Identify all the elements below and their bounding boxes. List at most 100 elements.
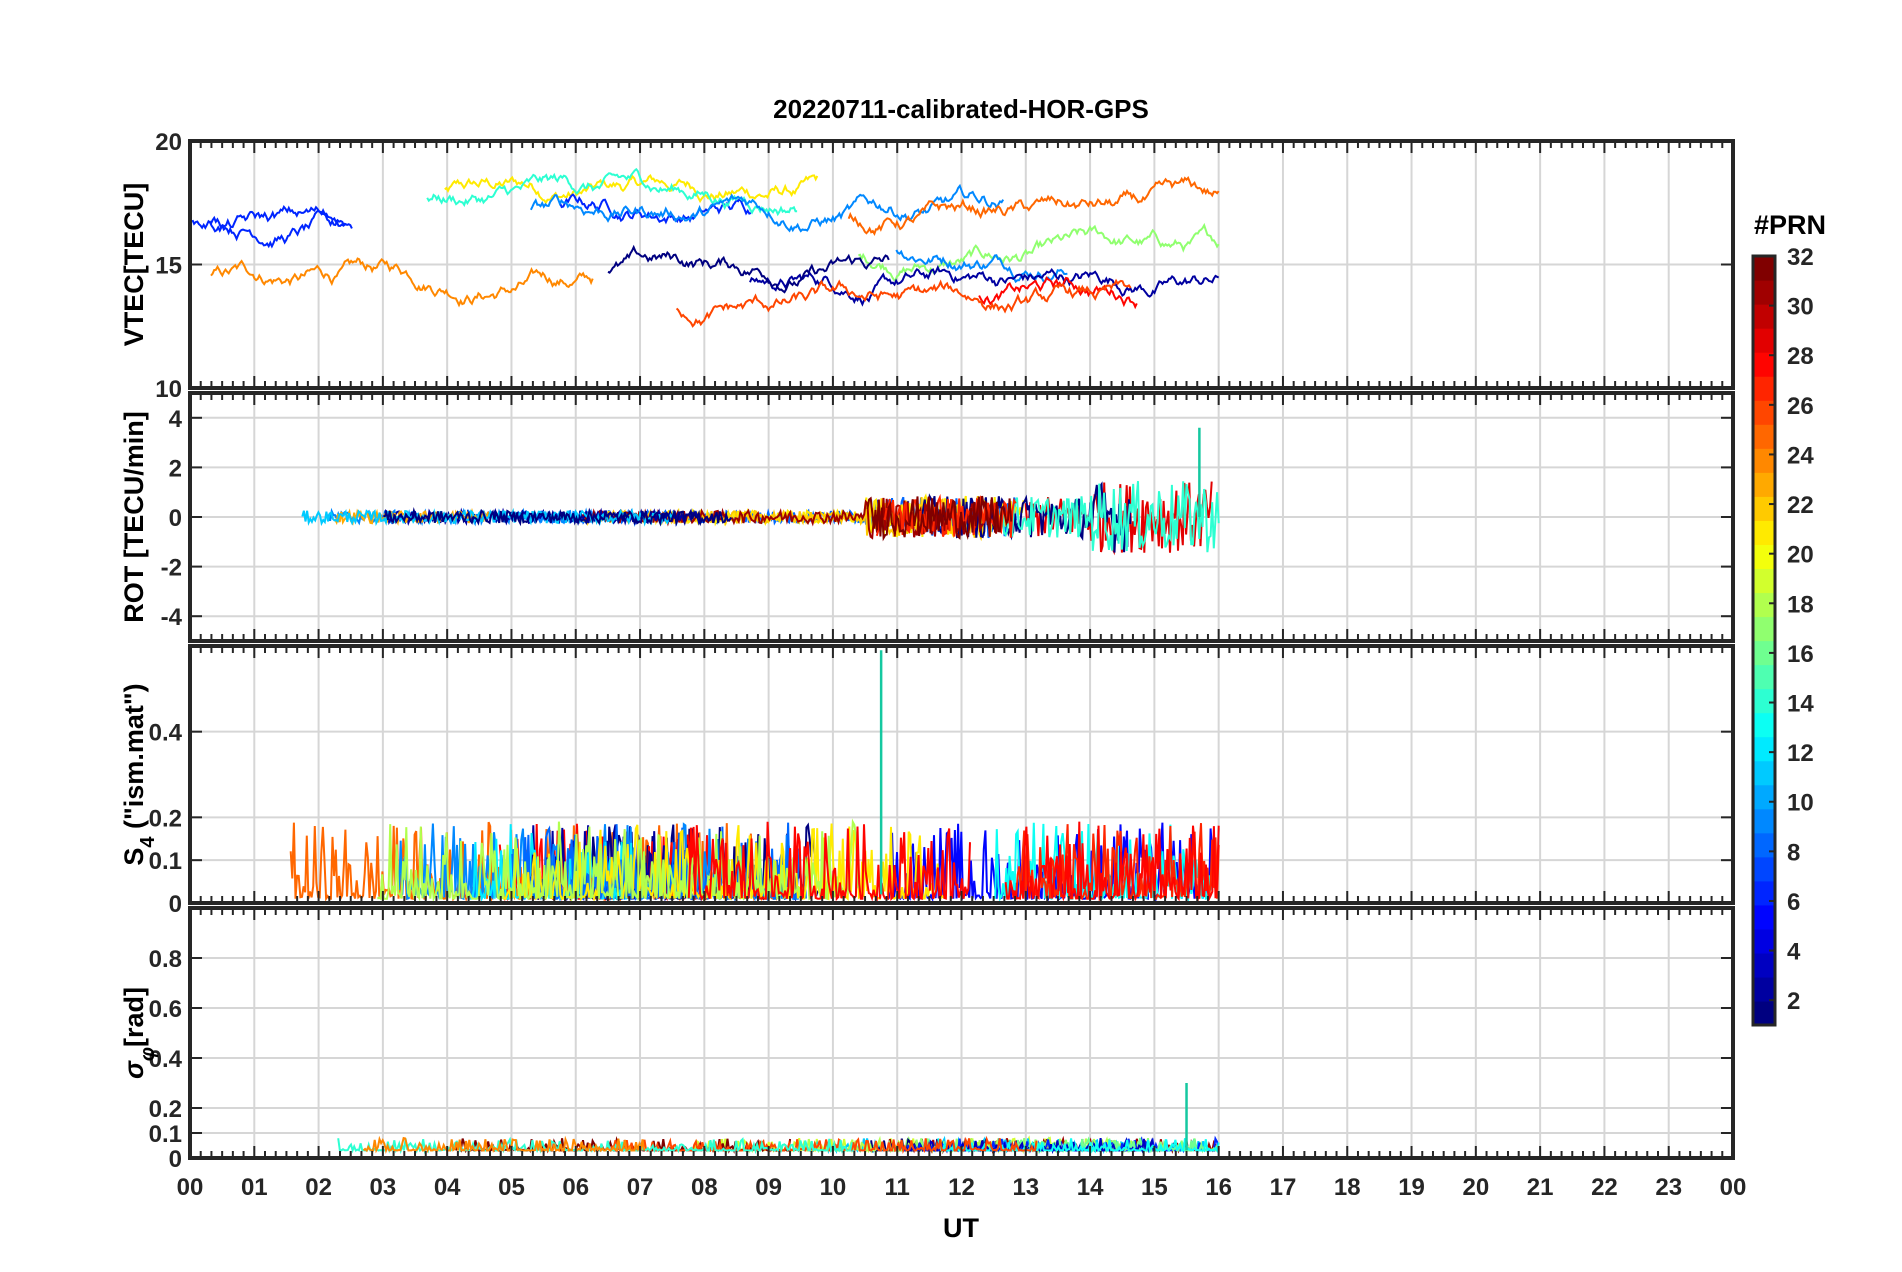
chart-title: 20220711-calibrated-HOR-GPS — [773, 94, 1149, 124]
colorbar-band — [1753, 376, 1775, 401]
colorbar-band — [1753, 904, 1775, 930]
series-line-prn — [383, 507, 732, 527]
colorbar-band — [1753, 328, 1775, 353]
colorbar-tick-label: 14 — [1787, 691, 1814, 718]
colorbar-band — [1753, 832, 1775, 858]
x-tick-label: 07 — [627, 1174, 654, 1201]
series-line-prn — [444, 174, 819, 205]
colorbar-band — [1753, 448, 1775, 473]
colorbar-band — [1753, 736, 1775, 762]
colorbar-band — [1753, 712, 1775, 738]
colorbar-tick-label: 26 — [1787, 393, 1814, 420]
series-line-prn — [687, 821, 971, 902]
y-axis-label-vtec: VTEC[TECU] — [119, 183, 149, 347]
colorbar-band — [1753, 592, 1775, 618]
series-rot — [301, 427, 1220, 556]
series-line-prn — [208, 207, 353, 249]
colorbar-band — [1753, 304, 1775, 329]
ticks-sigma_phi: 00.10.2 0.4 0.6 0.8 — [149, 908, 1734, 1173]
x-tick-label: 11 — [885, 1174, 910, 1201]
x-tick-label: 03 — [370, 1174, 397, 1201]
y-tick-label: 0.1 — [149, 848, 182, 875]
series-line-prn — [210, 257, 594, 308]
y-tick-label: 4 — [169, 406, 183, 433]
y-tick-label: 0.4 — [149, 1046, 183, 1073]
y-tick-label: 0.4 — [149, 720, 183, 747]
series-line-prn — [301, 507, 675, 527]
series-s4 — [289, 650, 1220, 903]
series-line-prn — [1001, 481, 1220, 553]
colorbar-band — [1753, 880, 1775, 906]
colorbar-tick-label: 12 — [1787, 740, 1814, 767]
colorbar-band — [1753, 1000, 1775, 1026]
series-line-prn — [749, 265, 1220, 307]
series-line-prn — [875, 493, 1017, 538]
colorbar-band — [1753, 568, 1775, 594]
colorbar-band — [1753, 496, 1775, 521]
colorbar-tick-label: 28 — [1787, 343, 1814, 370]
x-tick-label: 18 — [1334, 1174, 1361, 1201]
panel-rot: -4 -2 0 2 4 ROT [TECU/min] — [119, 391, 1735, 643]
colorbar-tick-label: 20 — [1787, 542, 1814, 569]
x-tick-label: 21 — [1527, 1174, 1554, 1201]
colorbar-band — [1753, 520, 1775, 545]
colorbar-tick-label: 6 — [1787, 889, 1800, 916]
colorbar-band — [1753, 280, 1775, 305]
series-line-prn — [675, 278, 1132, 328]
colorbar-band — [1753, 664, 1775, 690]
x-tick-label: 04 — [434, 1174, 461, 1201]
x-tick-label: 22 — [1591, 1174, 1618, 1201]
x-tick-label: 09 — [755, 1174, 782, 1201]
y-tick-label: 0 — [169, 891, 182, 918]
colorbar-tick-label: 18 — [1787, 591, 1814, 618]
x-tick-label: 23 — [1655, 1174, 1682, 1201]
colorbar-tick-label: 22 — [1787, 492, 1814, 519]
panel-s4: 0 0.1 0.2 0.4S4 ("ism.mat") — [119, 644, 1735, 918]
y-tick-label: 15 — [155, 253, 182, 280]
x-tick-label: 00 — [1720, 1174, 1747, 1201]
y-axis-label-s4: S4 ("ism.mat") — [119, 683, 159, 865]
colorbar-tick-label: 4 — [1787, 939, 1801, 966]
x-tick-label: 02 — [305, 1174, 332, 1201]
x-tick-label: 08 — [691, 1174, 718, 1201]
series-line-prn — [191, 205, 346, 233]
series-line-prn — [559, 193, 752, 225]
colorbar-band — [1753, 784, 1775, 810]
x-tick-label: 20 — [1462, 1174, 1489, 1201]
colorbar-tick-label: 10 — [1787, 790, 1814, 817]
ticks-vtec: 10 15 20 — [155, 129, 1734, 403]
series-sigma_phi — [337, 1083, 1220, 1155]
colorbar-band — [1753, 952, 1775, 978]
x-tick-label: 05 — [498, 1174, 525, 1201]
x-tick-label: 17 — [1270, 1174, 1297, 1201]
colorbar-band — [1753, 688, 1775, 714]
colorbar-band — [1753, 616, 1775, 642]
colorbar-label: #PRN — [1754, 210, 1826, 240]
y-tick-label: 0.1 — [149, 1121, 182, 1148]
x-tick-label: 12 — [948, 1174, 975, 1201]
colorbar-band — [1753, 640, 1775, 666]
x-tick-label: 10 — [820, 1174, 847, 1201]
ticks-rot: -4 -2 0 2 4 — [161, 393, 1734, 641]
series-line-prn — [937, 1138, 1220, 1154]
x-tick-label: 15 — [1141, 1174, 1168, 1201]
y-axis-label-rot: ROT [TECU/min] — [119, 411, 149, 622]
colorbar-tick-label: 24 — [1787, 442, 1814, 469]
series-vtec — [191, 167, 1220, 328]
y-tick-label: 0.8 — [149, 946, 182, 973]
colorbar-tick-label: 8 — [1787, 839, 1800, 866]
series-line-prn — [895, 249, 1068, 284]
y-tick-label: 0 — [169, 1146, 182, 1173]
colorbar-band — [1753, 472, 1775, 497]
x-tick-label: 01 — [241, 1174, 268, 1201]
series-line-prn — [858, 222, 1220, 283]
y-tick-label: 10 — [155, 376, 182, 403]
colorbar-band — [1753, 400, 1775, 425]
panel-sigma_phi: 00.10.2 0.4 0.6 0.8 σφ[rad] — [119, 906, 1735, 1173]
grid-sigma_phi — [190, 908, 1733, 1158]
colorbar-band — [1753, 808, 1775, 834]
colorbar-band — [1753, 256, 1775, 281]
series-line-prn — [1012, 823, 1220, 902]
